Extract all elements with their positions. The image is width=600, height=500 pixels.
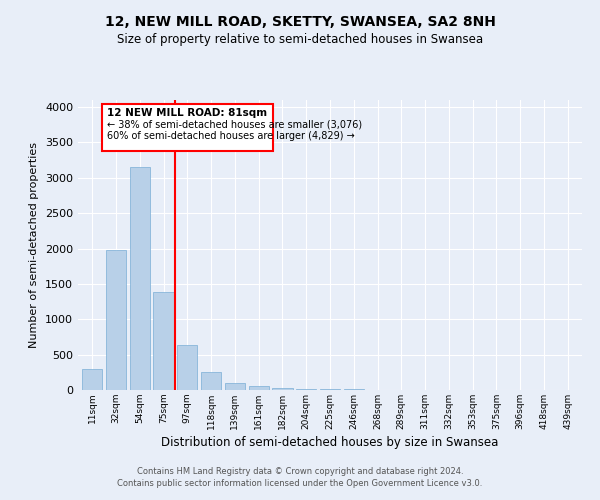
Text: 60% of semi-detached houses are larger (4,829) →: 60% of semi-detached houses are larger (… xyxy=(107,131,354,141)
Bar xyxy=(225,382,245,390)
FancyBboxPatch shape xyxy=(102,104,273,151)
Bar xyxy=(130,167,150,390)
Bar xyxy=(177,346,197,390)
Text: Size of property relative to semi-detached houses in Swansea: Size of property relative to semi-detach… xyxy=(117,32,483,46)
Text: 12, NEW MILL ROAD, SKETTY, SWANSEA, SA2 8NH: 12, NEW MILL ROAD, SKETTY, SWANSEA, SA2 … xyxy=(104,15,496,29)
Bar xyxy=(154,292,173,390)
Text: 12 NEW MILL ROAD: 81sqm: 12 NEW MILL ROAD: 81sqm xyxy=(107,108,266,118)
Y-axis label: Number of semi-detached properties: Number of semi-detached properties xyxy=(29,142,40,348)
Text: Distribution of semi-detached houses by size in Swansea: Distribution of semi-detached houses by … xyxy=(161,436,499,449)
Bar xyxy=(248,386,269,390)
Text: Contains HM Land Registry data © Crown copyright and database right 2024.: Contains HM Land Registry data © Crown c… xyxy=(137,467,463,476)
Text: Contains public sector information licensed under the Open Government Licence v3: Contains public sector information licen… xyxy=(118,478,482,488)
Bar xyxy=(320,389,340,390)
Text: ← 38% of semi-detached houses are smaller (3,076): ← 38% of semi-detached houses are smalle… xyxy=(107,120,362,130)
Bar xyxy=(106,250,126,390)
Bar xyxy=(296,388,316,390)
Bar xyxy=(272,388,293,390)
Bar xyxy=(82,369,103,390)
Bar xyxy=(201,372,221,390)
